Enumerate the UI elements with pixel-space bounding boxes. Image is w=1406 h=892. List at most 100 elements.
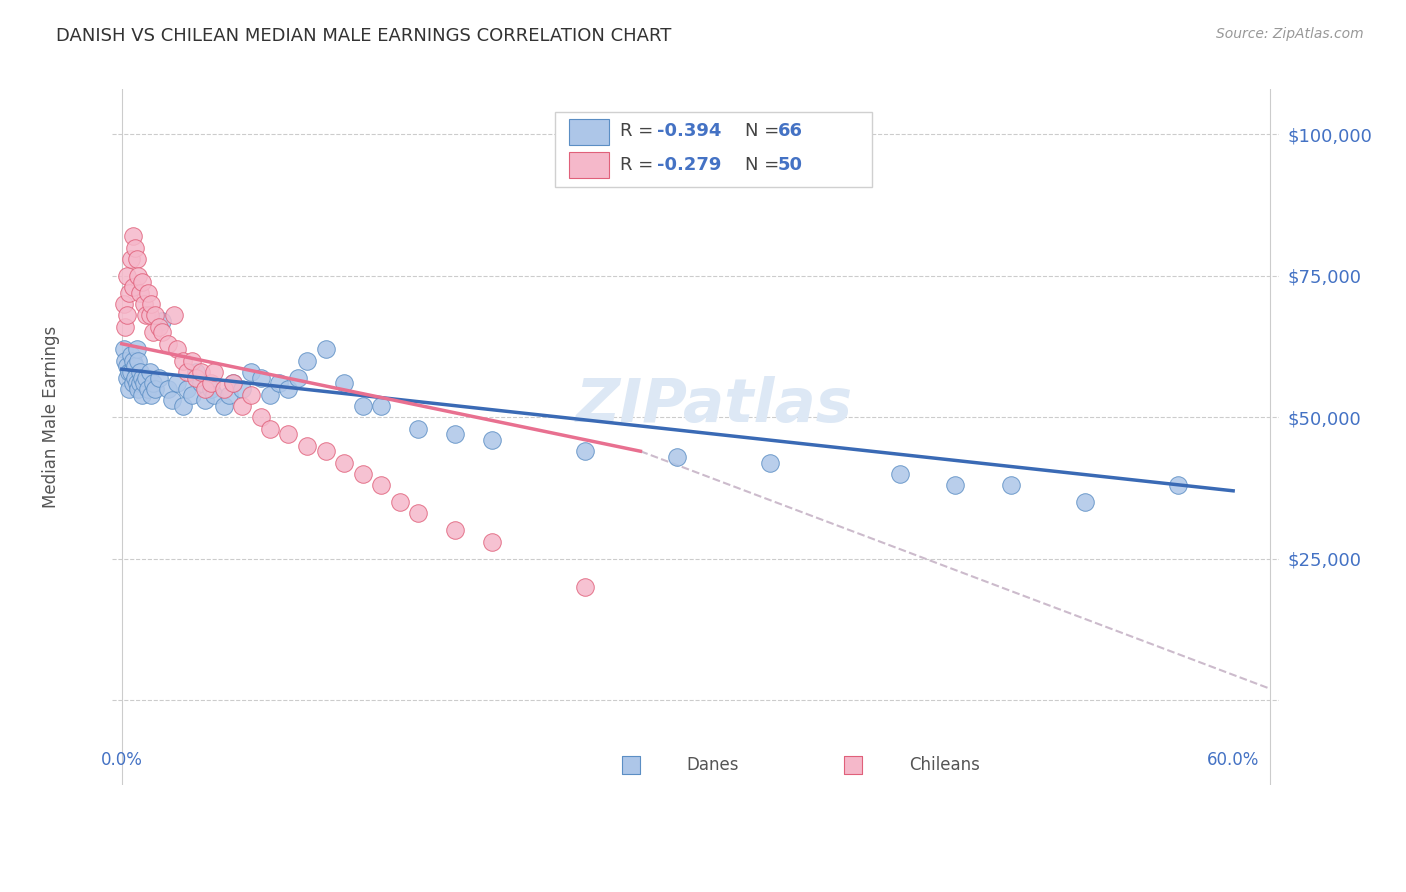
Point bbox=[222, 376, 245, 391]
Point bbox=[138, 365, 160, 379]
Point bbox=[132, 297, 155, 311]
Point bbox=[125, 252, 148, 266]
Point bbox=[120, 252, 142, 266]
Point bbox=[370, 399, 392, 413]
Point bbox=[194, 393, 217, 408]
Point bbox=[202, 365, 225, 379]
Point bbox=[127, 353, 149, 368]
Point bbox=[333, 456, 356, 470]
Point bbox=[129, 285, 152, 300]
Point bbox=[132, 376, 155, 391]
Point bbox=[131, 275, 153, 289]
Point bbox=[125, 376, 148, 391]
Point bbox=[117, 309, 139, 323]
Point bbox=[249, 370, 271, 384]
Point bbox=[287, 370, 309, 384]
Point bbox=[176, 382, 198, 396]
Text: 66: 66 bbox=[778, 122, 803, 140]
Text: DANISH VS CHILEAN MEDIAN MALE EARNINGS CORRELATION CHART: DANISH VS CHILEAN MEDIAN MALE EARNINGS C… bbox=[56, 27, 672, 45]
Point bbox=[574, 580, 596, 594]
Point bbox=[249, 410, 271, 425]
Point bbox=[135, 309, 157, 323]
Point bbox=[200, 382, 222, 396]
Point bbox=[176, 365, 198, 379]
Point bbox=[121, 353, 143, 368]
Point bbox=[181, 353, 204, 368]
Point bbox=[315, 343, 337, 357]
Point bbox=[481, 534, 503, 549]
Text: R =: R = bbox=[620, 122, 659, 140]
Point bbox=[1074, 495, 1097, 509]
Point bbox=[240, 365, 263, 379]
Point bbox=[190, 365, 212, 379]
Point bbox=[352, 399, 374, 413]
Point bbox=[315, 444, 337, 458]
Point bbox=[352, 467, 374, 481]
Point bbox=[135, 370, 157, 384]
Point bbox=[124, 241, 146, 255]
Point bbox=[333, 376, 356, 391]
Point bbox=[184, 365, 207, 379]
Point bbox=[231, 399, 253, 413]
Point bbox=[141, 387, 163, 401]
Text: N =: N = bbox=[745, 122, 785, 140]
Point bbox=[194, 382, 217, 396]
Text: Danes: Danes bbox=[686, 756, 740, 774]
Point bbox=[259, 387, 281, 401]
Point bbox=[172, 353, 194, 368]
Point bbox=[124, 370, 146, 384]
Point bbox=[666, 450, 689, 464]
Point bbox=[141, 297, 163, 311]
Point bbox=[231, 382, 253, 396]
Point bbox=[1167, 478, 1189, 492]
Point bbox=[129, 365, 152, 379]
Point bbox=[142, 326, 165, 340]
Point bbox=[125, 343, 148, 357]
Point bbox=[121, 229, 143, 244]
Point bbox=[444, 524, 467, 538]
Point bbox=[759, 456, 782, 470]
Point bbox=[1000, 478, 1022, 492]
Point bbox=[131, 387, 153, 401]
Point bbox=[172, 399, 194, 413]
Point bbox=[160, 393, 183, 408]
Point bbox=[114, 319, 136, 334]
Point bbox=[121, 376, 143, 391]
Point bbox=[136, 285, 159, 300]
Point bbox=[218, 387, 240, 401]
Point bbox=[200, 376, 222, 391]
Text: 50: 50 bbox=[778, 156, 803, 174]
Point bbox=[127, 268, 149, 283]
Point bbox=[157, 336, 180, 351]
Point bbox=[118, 285, 141, 300]
Point bbox=[202, 387, 225, 401]
Point bbox=[406, 507, 429, 521]
Point bbox=[277, 427, 299, 442]
Text: N =: N = bbox=[745, 156, 785, 174]
Point bbox=[620, 758, 643, 772]
Point bbox=[240, 387, 263, 401]
Point bbox=[120, 348, 142, 362]
Point bbox=[444, 427, 467, 442]
Text: Source: ZipAtlas.com: Source: ZipAtlas.com bbox=[1216, 27, 1364, 41]
Point bbox=[152, 326, 174, 340]
Point bbox=[127, 382, 149, 396]
Point bbox=[117, 268, 139, 283]
Point bbox=[118, 382, 141, 396]
Point bbox=[212, 382, 235, 396]
Point bbox=[295, 439, 318, 453]
Text: 0.0%: 0.0% bbox=[101, 751, 142, 769]
Text: -0.279: -0.279 bbox=[657, 156, 721, 174]
Point bbox=[131, 370, 153, 384]
Point bbox=[842, 758, 865, 772]
Point bbox=[148, 319, 170, 334]
Text: 60.0%: 60.0% bbox=[1206, 751, 1260, 769]
Text: ZIPatlas: ZIPatlas bbox=[576, 376, 853, 435]
Point bbox=[112, 297, 135, 311]
Point bbox=[120, 365, 142, 379]
Point bbox=[112, 343, 135, 357]
Point bbox=[162, 309, 184, 323]
Point bbox=[181, 387, 204, 401]
Point bbox=[142, 376, 165, 391]
Point bbox=[943, 478, 966, 492]
